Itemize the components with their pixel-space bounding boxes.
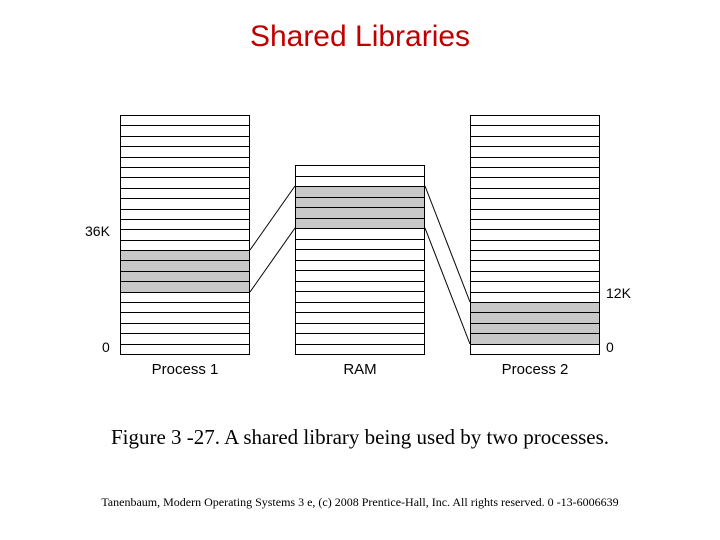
page (121, 303, 249, 313)
page (471, 345, 599, 354)
page (121, 189, 249, 199)
page (471, 230, 599, 240)
page (296, 292, 424, 303)
page-shared (471, 334, 599, 344)
page (121, 324, 249, 334)
page-shared (296, 219, 424, 230)
page (296, 240, 424, 251)
page-shared (471, 324, 599, 334)
page (121, 220, 249, 230)
page (471, 116, 599, 126)
copyright-footer: Tanenbaum, Modern Operating Systems 3 e,… (0, 495, 720, 510)
page (471, 210, 599, 220)
page-shared (296, 208, 424, 219)
page-shared (471, 313, 599, 323)
page (471, 178, 599, 188)
axis-label: 0 (606, 339, 614, 355)
page (471, 158, 599, 168)
column-ram (295, 165, 425, 355)
page (471, 147, 599, 157)
page (296, 261, 424, 272)
page (121, 230, 249, 240)
column-p1 (120, 115, 250, 355)
page (121, 293, 249, 303)
column-label-p1: Process 1 (120, 361, 250, 378)
page (296, 324, 424, 335)
page-shared (471, 303, 599, 313)
page (121, 137, 249, 147)
page (296, 345, 424, 355)
page-shared (296, 198, 424, 209)
page (121, 345, 249, 354)
page (296, 177, 424, 188)
page (296, 313, 424, 324)
page (121, 168, 249, 178)
page (471, 137, 599, 147)
page (121, 147, 249, 157)
page-shared (121, 261, 249, 271)
page-shared (121, 272, 249, 282)
page (471, 168, 599, 178)
page (296, 303, 424, 314)
page (121, 178, 249, 188)
page (471, 241, 599, 251)
page (121, 116, 249, 126)
page (296, 166, 424, 177)
column-p2 (470, 115, 600, 355)
page (471, 199, 599, 209)
shared-library-diagram: Process 1 36K 0 RAM Process 2 12K 0 (80, 105, 640, 385)
axis-label: 12K (606, 285, 631, 301)
axis-label: 0 (102, 339, 110, 355)
page (121, 313, 249, 323)
page (296, 334, 424, 345)
figure-caption: Figure 3 -27. A shared library being use… (0, 425, 720, 450)
page (471, 293, 599, 303)
page (471, 272, 599, 282)
page (121, 158, 249, 168)
page (471, 220, 599, 230)
page (121, 126, 249, 136)
page (471, 261, 599, 271)
column-label-p2: Process 2 (470, 361, 600, 378)
page (296, 229, 424, 240)
axis-label: 36K (85, 223, 110, 239)
page-shared (296, 187, 424, 198)
slide-title: Shared Libraries (0, 0, 720, 54)
page (121, 241, 249, 251)
page (296, 282, 424, 293)
page (471, 282, 599, 292)
column-label-ram: RAM (295, 361, 425, 378)
page (471, 251, 599, 261)
page (121, 210, 249, 220)
page (296, 271, 424, 282)
page (121, 334, 249, 344)
page (471, 189, 599, 199)
page (121, 199, 249, 209)
page (296, 250, 424, 261)
page (471, 126, 599, 136)
page-shared (121, 251, 249, 261)
page-shared (121, 282, 249, 292)
